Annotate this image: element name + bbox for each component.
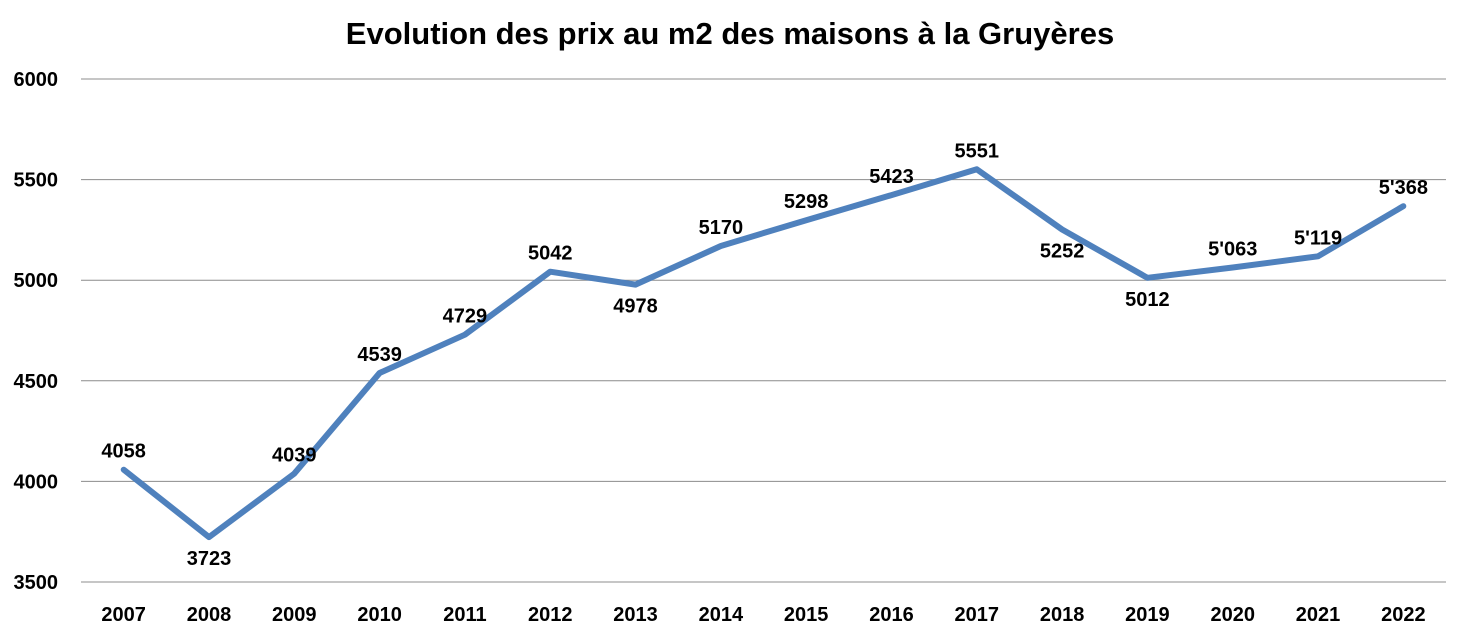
x-tick-label-2007: 2007 <box>101 604 146 626</box>
x-tick-label-2017: 2017 <box>955 604 1000 626</box>
x-tick-label-2014: 2014 <box>699 604 744 626</box>
data-labels: 4058 3723 4039 4539 4729 5042 4978 5170 5298 5423… <box>101 140 1428 570</box>
data-label-2013: 4978 <box>613 296 658 318</box>
data-label-2010: 4539 <box>357 344 402 366</box>
x-tick-label-2009: 2009 <box>272 604 317 626</box>
data-label-2021: 5'119 <box>1294 227 1342 249</box>
x-tick-label-2020: 2020 <box>1210 604 1255 626</box>
data-label-2022: 5'368 <box>1379 177 1428 199</box>
x-tick-label-2011: 2011 <box>443 604 486 626</box>
y-tick-label-6000: 6000 <box>14 69 59 91</box>
x-tick-label-2018: 2018 <box>1040 604 1085 626</box>
x-tick-label-2013: 2013 <box>613 604 658 626</box>
y-tick-label-5500: 5500 <box>14 170 59 192</box>
data-label-2011: 4729 <box>443 306 488 328</box>
data-label-2020: 5'063 <box>1208 239 1257 261</box>
x-tick-label-2012: 2012 <box>528 604 573 626</box>
series-layer <box>120 166 1407 541</box>
data-label-2007: 4058 <box>101 441 146 463</box>
series-line <box>120 166 1407 541</box>
y-tick-label-3500: 3500 <box>14 572 59 594</box>
data-label-2009: 4039 <box>272 445 317 467</box>
x-tick-label-2015: 2015 <box>784 604 829 626</box>
x-tick-label-2010: 2010 <box>357 604 402 626</box>
data-label-2012: 5042 <box>528 243 573 265</box>
y-axis-ticks: 3500 4000 4500 5000 5500 6000 <box>14 69 59 594</box>
x-axis-ticks: 2007 2008 2009 2010 2011 2012 2013 2014 2015 2016… <box>101 604 1425 626</box>
x-tick-label-2021: 2021 <box>1296 604 1341 626</box>
x-tick-label-2008: 2008 <box>187 604 232 626</box>
data-label-2008: 3723 <box>187 548 232 570</box>
data-label-2014: 5170 <box>699 217 744 239</box>
y-tick-label-5000: 5000 <box>14 270 59 292</box>
data-label-2015: 5298 <box>784 191 829 213</box>
data-label-2017: 5551 <box>955 140 1000 162</box>
gridlines <box>81 78 1446 583</box>
y-tick-label-4500: 4500 <box>14 371 59 393</box>
y-tick-label-4000: 4000 <box>14 471 59 493</box>
x-tick-label-2016: 2016 <box>869 604 914 626</box>
data-label-2016: 5423 <box>869 166 914 188</box>
data-label-2018: 5252 <box>1040 240 1085 262</box>
chart-title: Evolution des prix au m2 des maisons à l… <box>346 16 1114 51</box>
x-tick-label-2022: 2022 <box>1381 604 1426 626</box>
data-label-2019: 5012 <box>1125 289 1170 311</box>
x-tick-label-2019: 2019 <box>1125 604 1170 626</box>
